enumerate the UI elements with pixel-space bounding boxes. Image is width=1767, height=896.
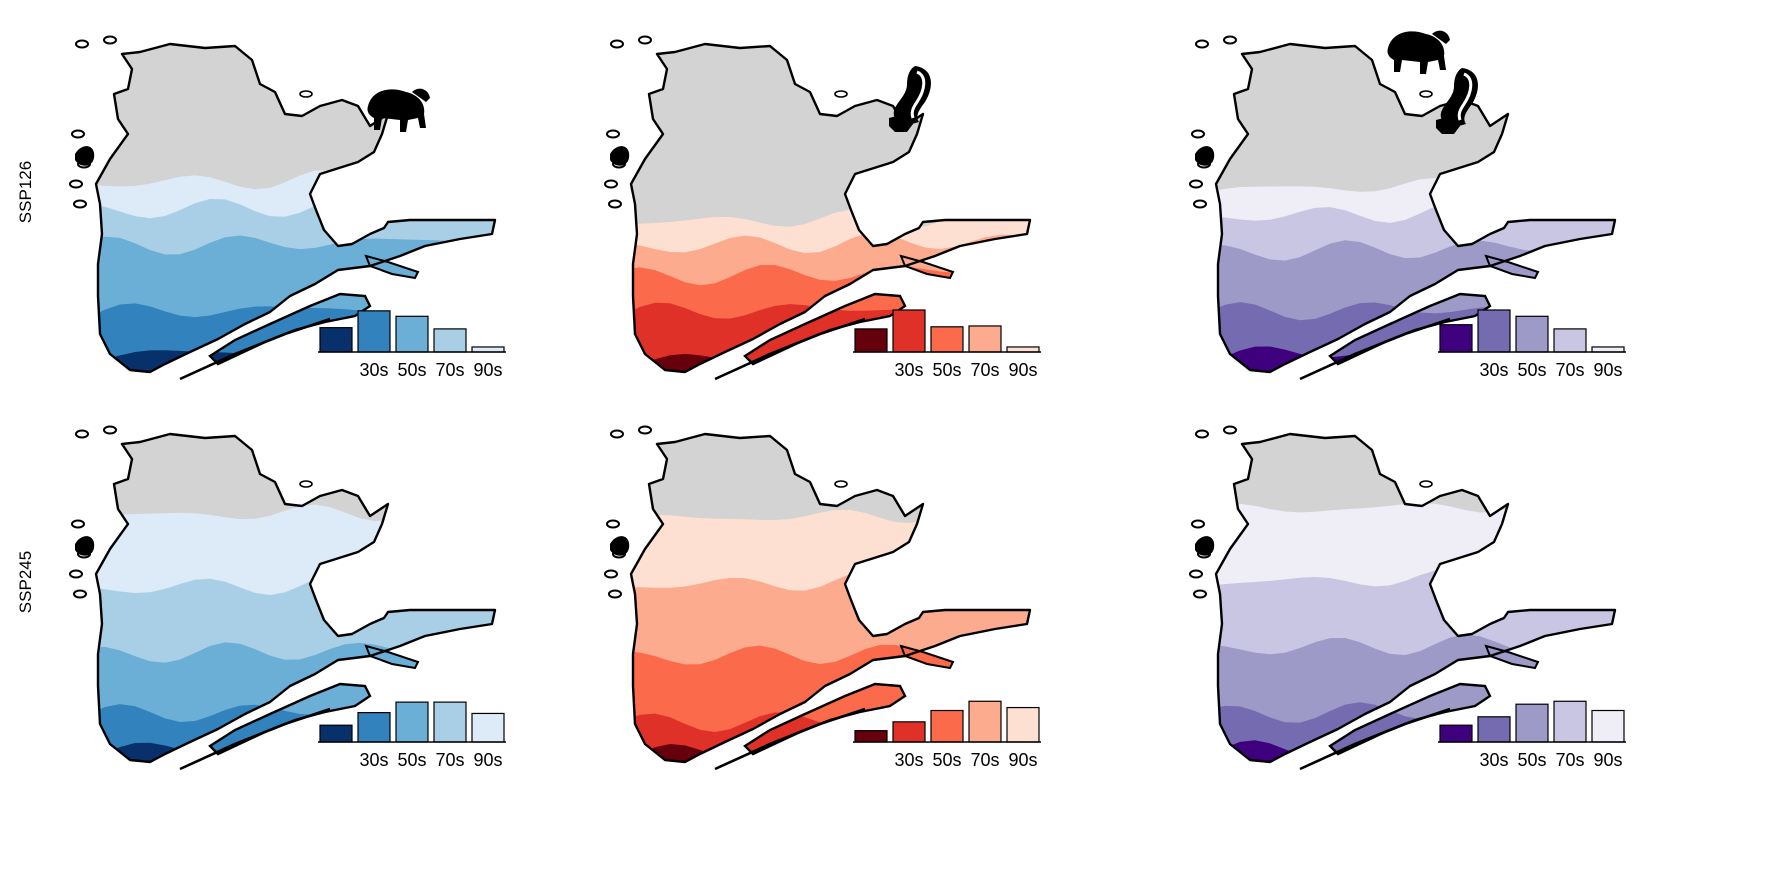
decade-bar-4: [433, 701, 467, 743]
decade-label-90s: 90s: [1593, 360, 1622, 380]
bison-icon: [1387, 30, 1450, 74]
decade-label-90s: 90s: [473, 360, 502, 380]
decade-bar-5: [1591, 709, 1625, 743]
decade-bar-4: [1553, 328, 1587, 353]
decade-bar-3: [1515, 703, 1549, 743]
decade-bar-5: [471, 712, 505, 743]
decade-bar-chart: 30s 50s 70s 90s: [853, 700, 1041, 770]
panel-r1-c2: 30s 50s 70s 90s: [604, 35, 1041, 381]
bison-and-skunk-icon: [1387, 30, 1478, 134]
decade-bar-4: [433, 328, 467, 353]
bison-icon: [367, 88, 430, 132]
decade-bar-3: [930, 326, 964, 353]
decade-bar-5: [1591, 346, 1625, 353]
decade-label-30s: 30s: [894, 750, 923, 770]
decade-label-90s: 90s: [473, 750, 502, 770]
decade-label-50s: 50s: [1517, 360, 1546, 380]
decade-bar-2: [357, 712, 391, 743]
decade-label-70s: 70s: [970, 360, 999, 380]
decade-label-30s: 30s: [1479, 360, 1508, 380]
decade-bar-chart: 30s 50s 70s 90s: [853, 309, 1041, 380]
decade-label-30s: 30s: [359, 360, 388, 380]
decade-bar-2: [892, 721, 926, 743]
panel-r1-c1: 30s 50s 70s 90s: [69, 35, 506, 381]
decade-bar-chart: 30s 50s 70s 90s: [1438, 700, 1626, 770]
suitability-bands: [1216, 495, 1615, 762]
decade-bar-chart: 30s 50s 70s 90s: [318, 701, 506, 770]
decade-label-50s: 50s: [1517, 750, 1546, 770]
decade-bar-4: [968, 700, 1002, 743]
decade-label-30s: 30s: [359, 750, 388, 770]
decade-bar-3: [1515, 315, 1549, 353]
decade-bar-4: [1553, 700, 1587, 743]
decade-label-70s: 70s: [435, 750, 464, 770]
panel-r1-c3: 30s 50s 70s 90s: [1189, 30, 1626, 381]
decade-bar-chart: 30s 50s 70s 90s: [318, 310, 506, 380]
decade-bar-1: [1439, 724, 1473, 743]
decade-label-70s: 70s: [970, 750, 999, 770]
suitability-bands: [96, 500, 495, 762]
decade-label-30s: 30s: [894, 360, 923, 380]
row-label-ssp126: SSP126: [16, 161, 35, 223]
decade-bar-1: [854, 730, 888, 743]
skunk-icon: [1436, 68, 1478, 134]
suitability-bands: [631, 503, 1030, 762]
decade-bar-1: [1439, 324, 1473, 353]
decade-label-50s: 50s: [397, 750, 426, 770]
decade-bar-1: [319, 327, 353, 353]
decade-bar-1: [854, 328, 888, 353]
row-label-ssp245: SSP245: [16, 551, 35, 613]
decade-label-50s: 50s: [932, 750, 961, 770]
decade-bar-2: [357, 310, 391, 353]
decade-bar-5: [471, 346, 505, 353]
decade-label-70s: 70s: [1555, 360, 1584, 380]
decade-bar-1: [319, 724, 353, 743]
panel-r2-c1: 30s 50s 70s 90s: [69, 425, 506, 771]
decade-label-90s: 90s: [1008, 360, 1037, 380]
decade-bar-2: [892, 309, 926, 353]
decade-bar-chart: 30s 50s 70s 90s: [1438, 309, 1626, 380]
decade-bar-3: [395, 701, 429, 743]
decade-label-90s: 90s: [1593, 750, 1622, 770]
skunk-icon: [889, 66, 931, 132]
decade-bar-3: [930, 709, 964, 743]
decade-label-30s: 30s: [1479, 750, 1508, 770]
decade-label-70s: 70s: [1555, 750, 1584, 770]
decade-label-50s: 50s: [397, 360, 426, 380]
panel-r2-c3: 30s 50s 70s 90s: [1189, 425, 1626, 771]
decade-label-50s: 50s: [932, 360, 961, 380]
decade-bar-2: [1477, 309, 1511, 353]
panel-r2-c2: 30s 50s 70s 90s: [604, 425, 1041, 771]
decade-bar-5: [1006, 706, 1040, 743]
decade-bar-3: [395, 315, 429, 353]
decade-bar-4: [968, 325, 1002, 353]
decade-bar-5: [1006, 346, 1040, 353]
decade-bar-2: [1477, 716, 1511, 743]
decade-label-70s: 70s: [435, 360, 464, 380]
decade-label-90s: 90s: [1008, 750, 1037, 770]
